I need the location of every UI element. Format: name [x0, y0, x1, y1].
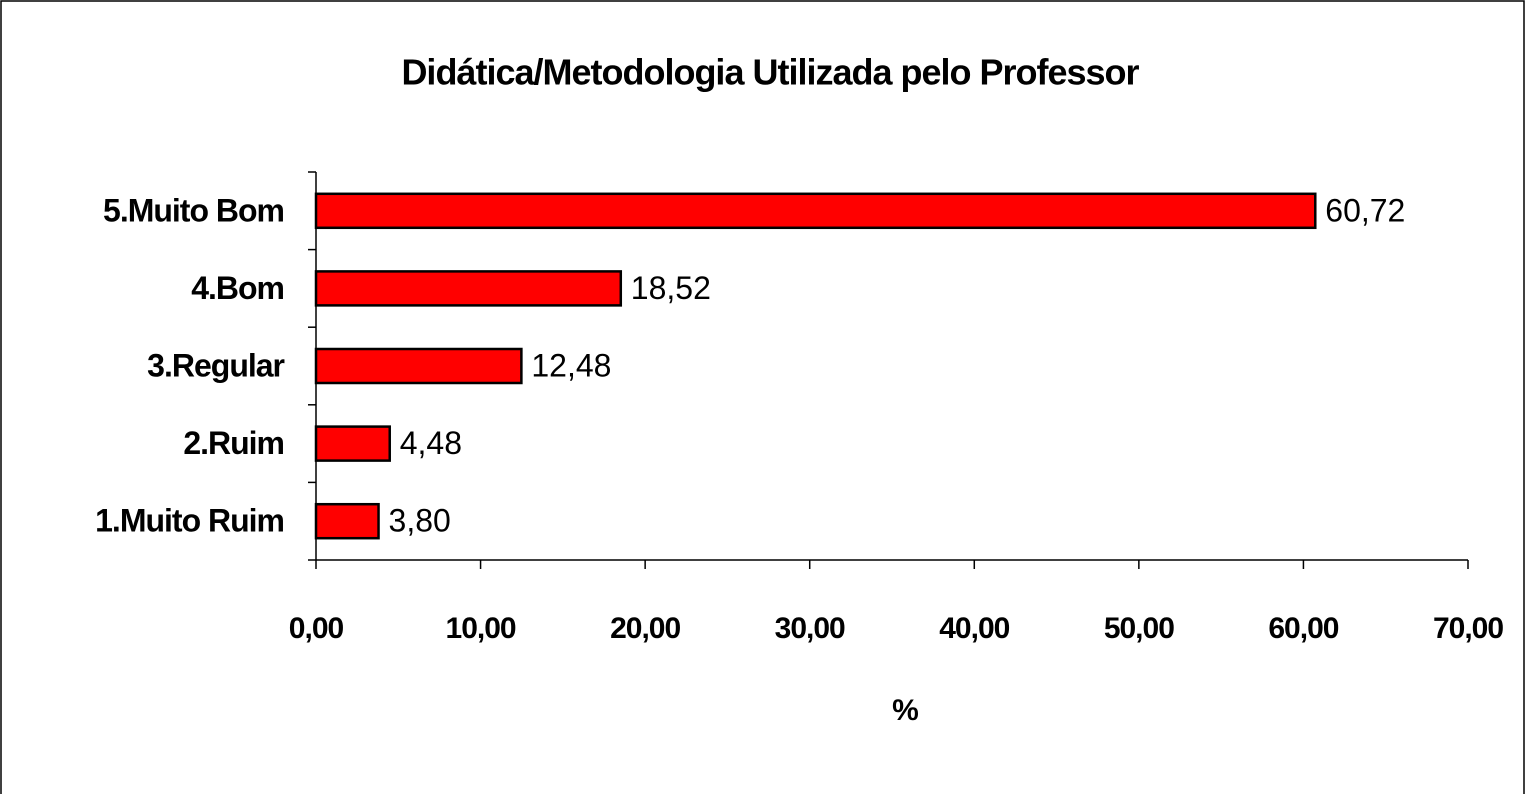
data-label: 4,48 [400, 425, 462, 461]
data-label: 60,72 [1325, 192, 1405, 228]
x-tick-label: 10,00 [446, 612, 516, 645]
x-tick-label: 0,00 [289, 612, 344, 645]
y-tick-label: 5.Muito Bom [103, 192, 284, 228]
y-tick-label: 4.Bom [191, 270, 284, 306]
bar [314, 425, 391, 462]
chart-title: Didática/Metodologia Utilizada pelo Prof… [401, 52, 1139, 93]
bar [314, 347, 523, 385]
y-tick-label: 1.Muito Ruim [95, 503, 284, 539]
bar [314, 502, 380, 540]
bar [314, 192, 1317, 230]
x-tick-label: 40,00 [939, 612, 1009, 645]
data-label: 18,52 [631, 270, 711, 306]
x-tick-label: 50,00 [1104, 612, 1174, 645]
y-tick-label: 3.Regular [147, 347, 284, 383]
x-axis-label: % [892, 694, 918, 727]
data-label: 3,80 [389, 503, 451, 539]
x-tick-label: 20,00 [610, 612, 680, 645]
data-label: 12,48 [531, 347, 611, 383]
x-tick-label: 70,00 [1433, 612, 1503, 645]
x-tick-label: 30,00 [775, 612, 845, 645]
y-tick-label: 2.Ruim [183, 425, 284, 461]
bar [314, 270, 623, 307]
x-tick-label: 60,00 [1268, 612, 1338, 645]
